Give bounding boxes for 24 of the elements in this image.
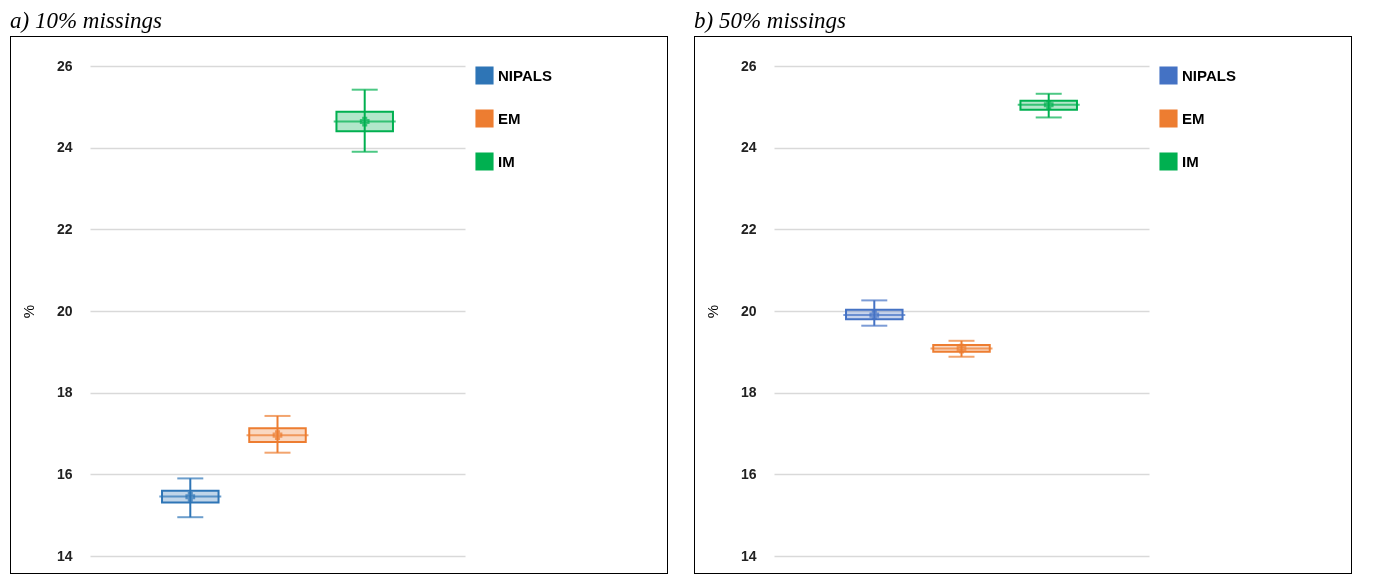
legend-label: NIPALS: [1182, 66, 1236, 84]
legend-label: IM: [1182, 152, 1199, 170]
legend-label: NIPALS: [498, 66, 552, 84]
y-tick-label: 18: [56, 384, 73, 401]
chart-title: a) 10% missings: [10, 7, 164, 35]
y-tick-label: 26: [740, 57, 757, 74]
y-tick-label: 14: [56, 547, 73, 564]
y-tick-label: 20: [740, 302, 757, 319]
y-axis-title: %: [703, 304, 721, 319]
legend-label: EM: [498, 109, 521, 127]
y-tick-label: 18: [740, 384, 757, 401]
y-tick-label: 14: [740, 547, 757, 564]
y-tick-label: 22: [740, 220, 757, 237]
chart-title: b) 50% missings: [694, 7, 848, 35]
y-axis-title: %: [19, 304, 37, 319]
y-tick-label: 26: [56, 57, 73, 74]
y-tick-label: 20: [56, 302, 73, 319]
y-tick-label: 24: [740, 139, 757, 156]
legend-label: IM: [498, 152, 515, 170]
y-tick-label: 22: [56, 220, 73, 237]
y-tick-label: 16: [56, 465, 73, 482]
y-tick-label: 24: [56, 139, 73, 156]
legend-label: EM: [1182, 109, 1205, 127]
y-tick-label: 16: [740, 465, 757, 482]
